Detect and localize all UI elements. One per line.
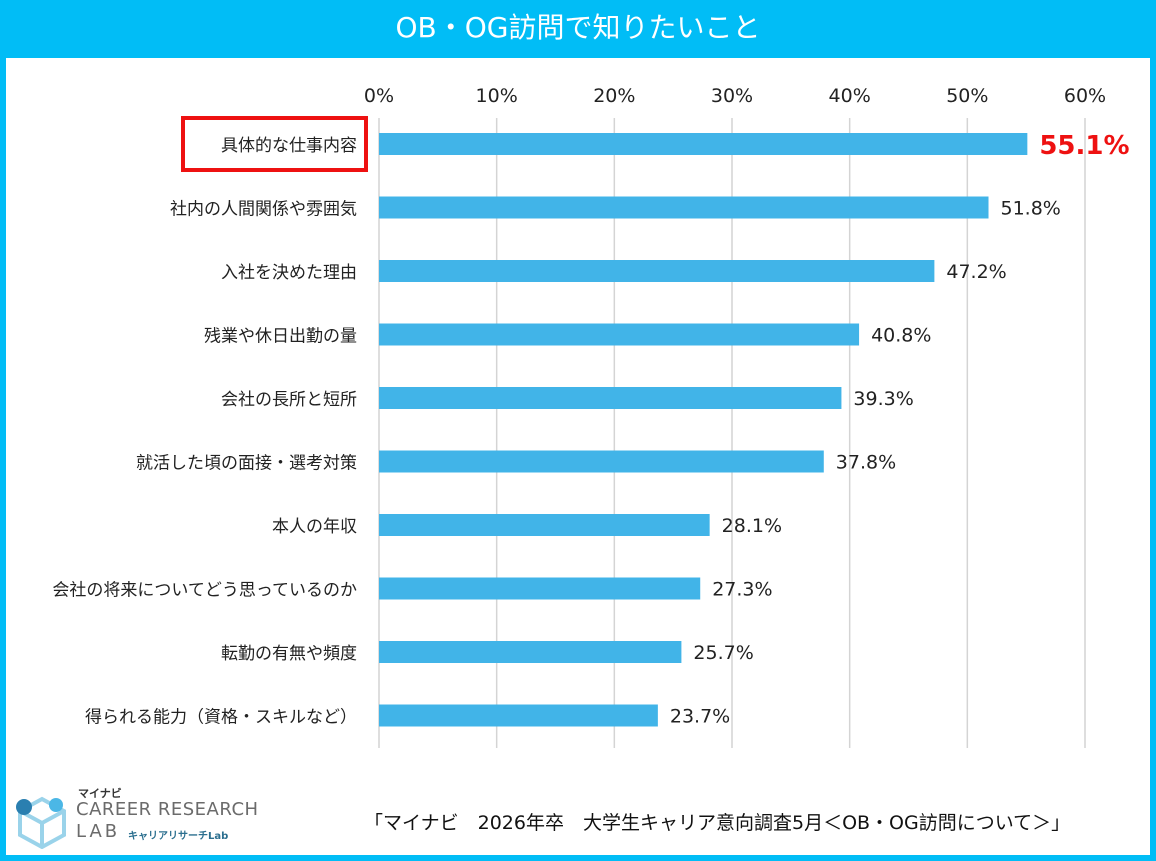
value-label: 51.8% — [1001, 198, 1061, 220]
value-label: 37.8% — [836, 452, 896, 474]
category-label: 本人の年収 — [272, 517, 357, 537]
x-tick-label: 20% — [593, 85, 635, 107]
bar — [379, 387, 842, 409]
bar — [379, 704, 658, 727]
bar — [379, 641, 682, 663]
bar — [379, 514, 710, 536]
value-label: 28.1% — [722, 515, 782, 537]
cube-logo-icon — [16, 796, 66, 849]
category-label: 社内の人間関係や雰囲気 — [170, 200, 357, 220]
x-tick-label: 0% — [364, 85, 394, 107]
bar — [379, 133, 1028, 155]
category-label: 残業や休日出勤の量 — [204, 327, 357, 347]
bar — [379, 196, 989, 219]
career-research-lab-logo: マイナビ CAREER RESEARCH LAB キャリアリサーチLab — [12, 785, 272, 849]
x-tick-label: 10% — [476, 85, 518, 107]
bar — [379, 323, 860, 346]
x-tick-label: 30% — [711, 85, 753, 107]
highlight-box — [181, 116, 368, 172]
category-label: 入社を決めた理由 — [221, 263, 357, 283]
logo-sub-text: キャリアリサーチLab — [128, 831, 229, 842]
x-tick-label: 60% — [1064, 85, 1106, 107]
logo-kana: マイナビ — [78, 787, 122, 800]
value-label: 23.7% — [670, 706, 730, 728]
x-tick-label: 50% — [946, 85, 988, 107]
value-label: 25.7% — [693, 642, 753, 664]
logo-lab-text: LAB — [76, 821, 121, 842]
value-label: 47.2% — [946, 261, 1006, 283]
category-label: 得られる能力（資格・スキルなど） — [85, 708, 357, 728]
category-label: 転勤の有無や頻度 — [221, 644, 357, 664]
bar — [379, 577, 701, 600]
chart-title: OB・OG訪問で知りたいこと — [395, 11, 761, 44]
bar — [379, 450, 824, 473]
category-label: 具体的な仕事内容 — [221, 136, 357, 156]
bar — [379, 260, 935, 282]
category-label: 会社の長所と短所 — [221, 390, 357, 410]
value-label: 40.8% — [871, 325, 931, 347]
source-note: 「マイナビ 2026年卒 大学生キャリア意向調査5月＜OB・OG訪問について＞」 — [364, 812, 1071, 834]
value-label: 39.3% — [853, 388, 913, 410]
logo-main-text: CAREER RESEARCH — [76, 799, 259, 820]
category-label: 就活した頃の面接・選考対策 — [136, 454, 357, 474]
x-tick-label: 40% — [829, 85, 871, 107]
value-label: 27.3% — [712, 579, 772, 601]
value-label: 55.1% — [1039, 131, 1129, 161]
category-label: 会社の将来についてどう思っているのか — [52, 581, 357, 601]
